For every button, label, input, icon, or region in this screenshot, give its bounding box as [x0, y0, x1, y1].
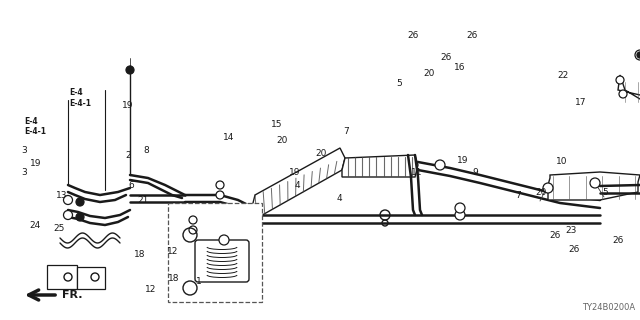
Text: 24: 24: [29, 221, 40, 230]
FancyBboxPatch shape: [47, 265, 77, 289]
Circle shape: [189, 226, 197, 234]
Circle shape: [76, 213, 84, 221]
Text: 7: 7: [343, 127, 348, 136]
Polygon shape: [618, 75, 640, 110]
Circle shape: [435, 160, 445, 170]
Polygon shape: [342, 155, 418, 177]
Circle shape: [455, 210, 465, 220]
Text: 20: 20: [535, 188, 547, 196]
Circle shape: [619, 90, 627, 98]
Text: 13: 13: [56, 191, 68, 200]
Text: 9: 9: [472, 168, 477, 177]
Text: 26: 26: [568, 245, 580, 254]
Text: 23: 23: [565, 226, 577, 235]
Text: 6: 6: [129, 181, 134, 190]
FancyBboxPatch shape: [77, 267, 105, 289]
Text: 8: 8: [143, 146, 148, 155]
Text: E-4-1: E-4-1: [24, 127, 46, 136]
Text: 26: 26: [549, 231, 561, 240]
Text: 19: 19: [30, 159, 42, 168]
Text: 26: 26: [612, 236, 624, 244]
Text: 5: 5: [602, 188, 607, 196]
Circle shape: [189, 216, 197, 224]
Text: 4: 4: [295, 181, 300, 190]
Text: 20: 20: [316, 149, 327, 158]
Text: 25: 25: [54, 224, 65, 233]
Circle shape: [616, 76, 624, 84]
Circle shape: [637, 52, 640, 58]
Circle shape: [63, 196, 72, 204]
Text: 19: 19: [457, 156, 468, 164]
Text: 11: 11: [411, 168, 422, 177]
Text: E-4: E-4: [24, 117, 38, 126]
Text: 12: 12: [167, 247, 179, 256]
Text: 10: 10: [556, 157, 567, 166]
Text: 3: 3: [22, 146, 27, 155]
Text: 20: 20: [424, 69, 435, 78]
Polygon shape: [548, 172, 640, 200]
Circle shape: [63, 211, 72, 220]
Text: 22: 22: [557, 71, 569, 80]
Circle shape: [126, 66, 134, 74]
Text: FR.: FR.: [62, 290, 83, 300]
Text: 17: 17: [575, 98, 587, 107]
Text: 5: 5: [397, 79, 402, 88]
Text: 3: 3: [22, 168, 27, 177]
Text: 26: 26: [467, 31, 478, 40]
Text: 19: 19: [122, 101, 133, 110]
Circle shape: [543, 183, 553, 193]
Text: 18: 18: [168, 274, 180, 283]
Circle shape: [635, 50, 640, 60]
Circle shape: [219, 235, 229, 245]
Text: 15: 15: [271, 120, 282, 129]
Circle shape: [455, 203, 465, 213]
Circle shape: [590, 178, 600, 188]
Text: E-4: E-4: [69, 88, 83, 97]
Text: 16: 16: [454, 63, 465, 72]
Text: 20: 20: [276, 136, 287, 145]
FancyBboxPatch shape: [168, 203, 262, 302]
Circle shape: [216, 191, 224, 199]
Text: 26: 26: [440, 53, 452, 62]
Text: 4: 4: [337, 194, 342, 203]
Circle shape: [76, 198, 84, 206]
Text: 19: 19: [289, 168, 300, 177]
Text: 7: 7: [516, 191, 521, 200]
Text: 1: 1: [196, 277, 201, 286]
Text: 12: 12: [145, 285, 156, 294]
FancyBboxPatch shape: [195, 240, 249, 282]
Text: 18: 18: [134, 250, 145, 259]
Text: 26: 26: [408, 31, 419, 40]
Polygon shape: [252, 148, 345, 218]
Text: E-4-1: E-4-1: [69, 99, 91, 108]
Circle shape: [216, 181, 224, 189]
Text: 14: 14: [223, 133, 235, 142]
Text: 21: 21: [138, 196, 149, 204]
Text: TY24B0200A: TY24B0200A: [582, 303, 635, 312]
Text: 2: 2: [125, 151, 131, 160]
